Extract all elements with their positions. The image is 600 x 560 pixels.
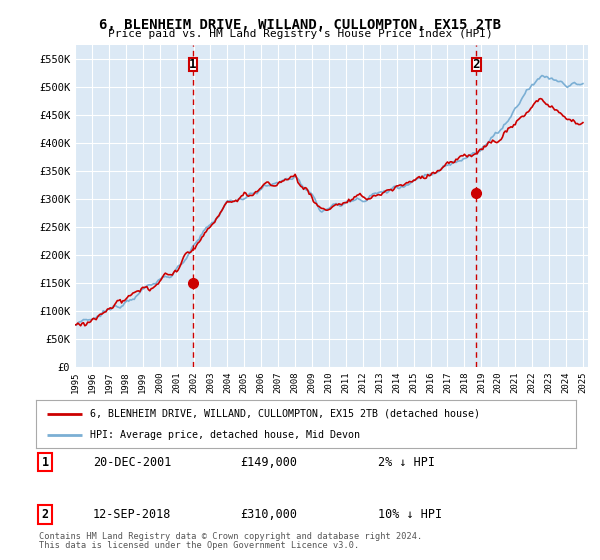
Text: Contains HM Land Registry data © Crown copyright and database right 2024.: Contains HM Land Registry data © Crown c… bbox=[39, 532, 422, 541]
Text: 12-SEP-2018: 12-SEP-2018 bbox=[93, 508, 172, 521]
Text: £310,000: £310,000 bbox=[240, 508, 297, 521]
FancyBboxPatch shape bbox=[189, 58, 197, 71]
Text: £149,000: £149,000 bbox=[240, 455, 297, 469]
Text: 2% ↓ HPI: 2% ↓ HPI bbox=[378, 455, 435, 469]
FancyBboxPatch shape bbox=[472, 58, 481, 71]
Text: 2: 2 bbox=[473, 58, 480, 71]
Text: HPI: Average price, detached house, Mid Devon: HPI: Average price, detached house, Mid … bbox=[90, 430, 360, 440]
Text: 10% ↓ HPI: 10% ↓ HPI bbox=[378, 508, 442, 521]
Text: This data is licensed under the Open Government Licence v3.0.: This data is licensed under the Open Gov… bbox=[39, 541, 359, 550]
Text: 1: 1 bbox=[41, 455, 49, 469]
Text: 6, BLENHEIM DRIVE, WILLAND, CULLOMPTON, EX15 2TB: 6, BLENHEIM DRIVE, WILLAND, CULLOMPTON, … bbox=[99, 18, 501, 32]
Text: 20-DEC-2001: 20-DEC-2001 bbox=[93, 455, 172, 469]
Text: 6, BLENHEIM DRIVE, WILLAND, CULLOMPTON, EX15 2TB (detached house): 6, BLENHEIM DRIVE, WILLAND, CULLOMPTON, … bbox=[90, 409, 480, 419]
Text: Price paid vs. HM Land Registry's House Price Index (HPI): Price paid vs. HM Land Registry's House … bbox=[107, 29, 493, 39]
Text: 2: 2 bbox=[41, 508, 49, 521]
Text: 1: 1 bbox=[189, 58, 197, 71]
